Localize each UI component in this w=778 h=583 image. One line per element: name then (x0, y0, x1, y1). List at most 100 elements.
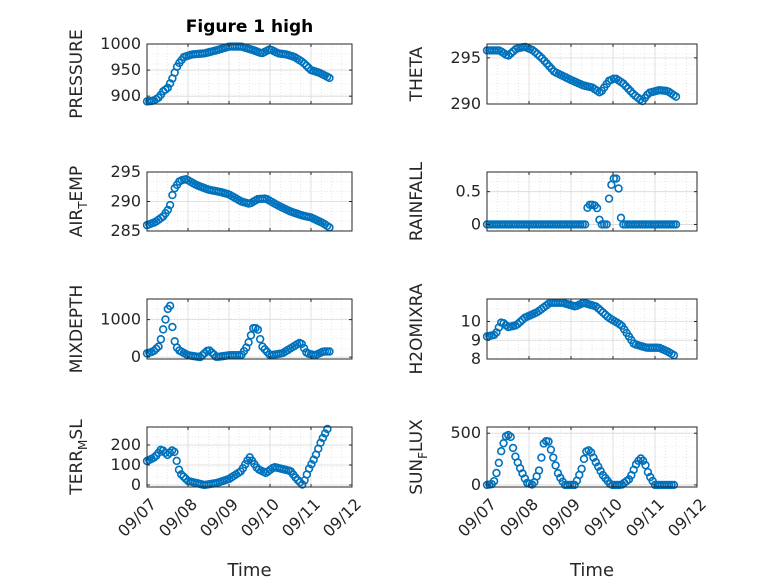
x-axis-label: Time (569, 560, 614, 581)
data-point (492, 468, 501, 478)
data-point (638, 456, 648, 466)
data-point (513, 319, 522, 329)
data-point (604, 194, 614, 203)
y-tick-label: 290 (110, 192, 141, 211)
y-axis-label-main: THETA (407, 46, 427, 102)
data-point (593, 304, 603, 313)
data-point (325, 73, 334, 83)
data-point (325, 347, 334, 356)
panel-air-temp: 285 290 295 AIRTEMP (67, 162, 353, 240)
data-point (636, 454, 645, 463)
series-pressure (142, 42, 334, 106)
y-tick-label: 295 (450, 48, 481, 67)
data-point (534, 466, 544, 475)
data-point (253, 325, 263, 334)
data-point (549, 453, 558, 462)
data-point (297, 339, 306, 349)
y-axis-label-main: RAINFALL (407, 161, 427, 241)
data-point (506, 432, 515, 442)
data-point (496, 447, 506, 456)
axes-box (146, 426, 353, 488)
y-tick-label: 1000 (100, 34, 141, 53)
x-tick-label: 09/08 (496, 495, 542, 541)
y-axis-label-main: TERR (67, 450, 87, 496)
y-tick-label: 0 (471, 475, 481, 494)
data-point (323, 424, 332, 434)
data-point (307, 459, 316, 469)
x-tick-label: 09/12 (664, 495, 710, 541)
data-point (515, 317, 525, 327)
data-point (170, 447, 179, 457)
data-point (592, 203, 602, 213)
data-point (602, 220, 611, 229)
y-tick-label: 1000 (100, 310, 141, 329)
y-axis-label: RAINFALL (407, 161, 427, 241)
data-point (614, 184, 623, 193)
series-mixdepth (142, 301, 334, 362)
y-axis-label-main: MIXDEPTH (67, 285, 87, 374)
y-axis-label: THETA (407, 46, 427, 102)
y-tick-label: 900 (110, 86, 141, 105)
data-point (596, 466, 605, 476)
y-tick-label: 0.5 (456, 182, 481, 201)
data-point (539, 439, 548, 448)
data-point (624, 475, 634, 484)
panel-mixdepth: 0 1000 MIXDEPTH (67, 285, 353, 374)
data-point (641, 460, 650, 470)
y-axis-label: MIXDEPTH (67, 285, 87, 374)
data-point (207, 348, 216, 357)
y-tick-label: 8 (471, 349, 481, 368)
y-axis-label: TERRMSL (67, 419, 90, 496)
axes-box (146, 298, 353, 360)
y-tick-label: 10 (461, 312, 481, 331)
x-tick-label: 09/08 (155, 495, 201, 541)
data-point (255, 334, 265, 344)
data-point (165, 200, 175, 210)
data-point (320, 429, 330, 438)
y-axis-label: AIRTEMP (67, 166, 90, 237)
data-point (304, 464, 314, 473)
data-point (295, 478, 305, 487)
data-point (489, 476, 499, 486)
data-point (161, 315, 170, 324)
data-point (611, 174, 621, 183)
data-point (165, 448, 175, 457)
series-theta (482, 42, 681, 106)
x-tick-label: 09/10 (580, 495, 626, 541)
data-point (168, 190, 177, 200)
data-point (177, 470, 186, 479)
series-terr_msl (142, 424, 332, 490)
y-axis-label-subscript: F (416, 452, 430, 459)
y-tick-label: 500 (450, 423, 481, 442)
y-axis-label-rest: SL (67, 419, 87, 440)
y-tick-label: 0 (131, 347, 141, 366)
data-point (579, 454, 589, 464)
data-point (168, 322, 177, 332)
x-tick-label: 09/09 (538, 495, 584, 541)
data-point (508, 443, 518, 453)
data-point (671, 220, 681, 229)
y-axis-label-rest: EMP (67, 166, 87, 202)
y-tick-label: 9 (471, 330, 481, 349)
axes-box (486, 43, 698, 105)
figure-title: Figure 1 high (186, 17, 314, 37)
panel-rainfall: 0 0.5 RAINFALL (407, 161, 698, 241)
data-point (551, 461, 560, 470)
y-axis-label-rest: LUX (407, 419, 427, 452)
data-point (244, 338, 253, 347)
data-point (158, 325, 168, 334)
y-axis-label: SUNFLUX (407, 419, 430, 495)
y-axis-label-main: PRESSURE (67, 29, 87, 118)
axes-box (486, 298, 698, 360)
x-tick-label: 09/07 (114, 495, 160, 541)
y-tick-label: 290 (450, 94, 481, 113)
data-point (577, 464, 586, 474)
data-point (580, 220, 590, 229)
y-axis-label-subscript: M (76, 440, 90, 450)
y-tick-label: 200 (110, 435, 141, 454)
data-point (553, 468, 563, 478)
data-point (298, 480, 307, 489)
